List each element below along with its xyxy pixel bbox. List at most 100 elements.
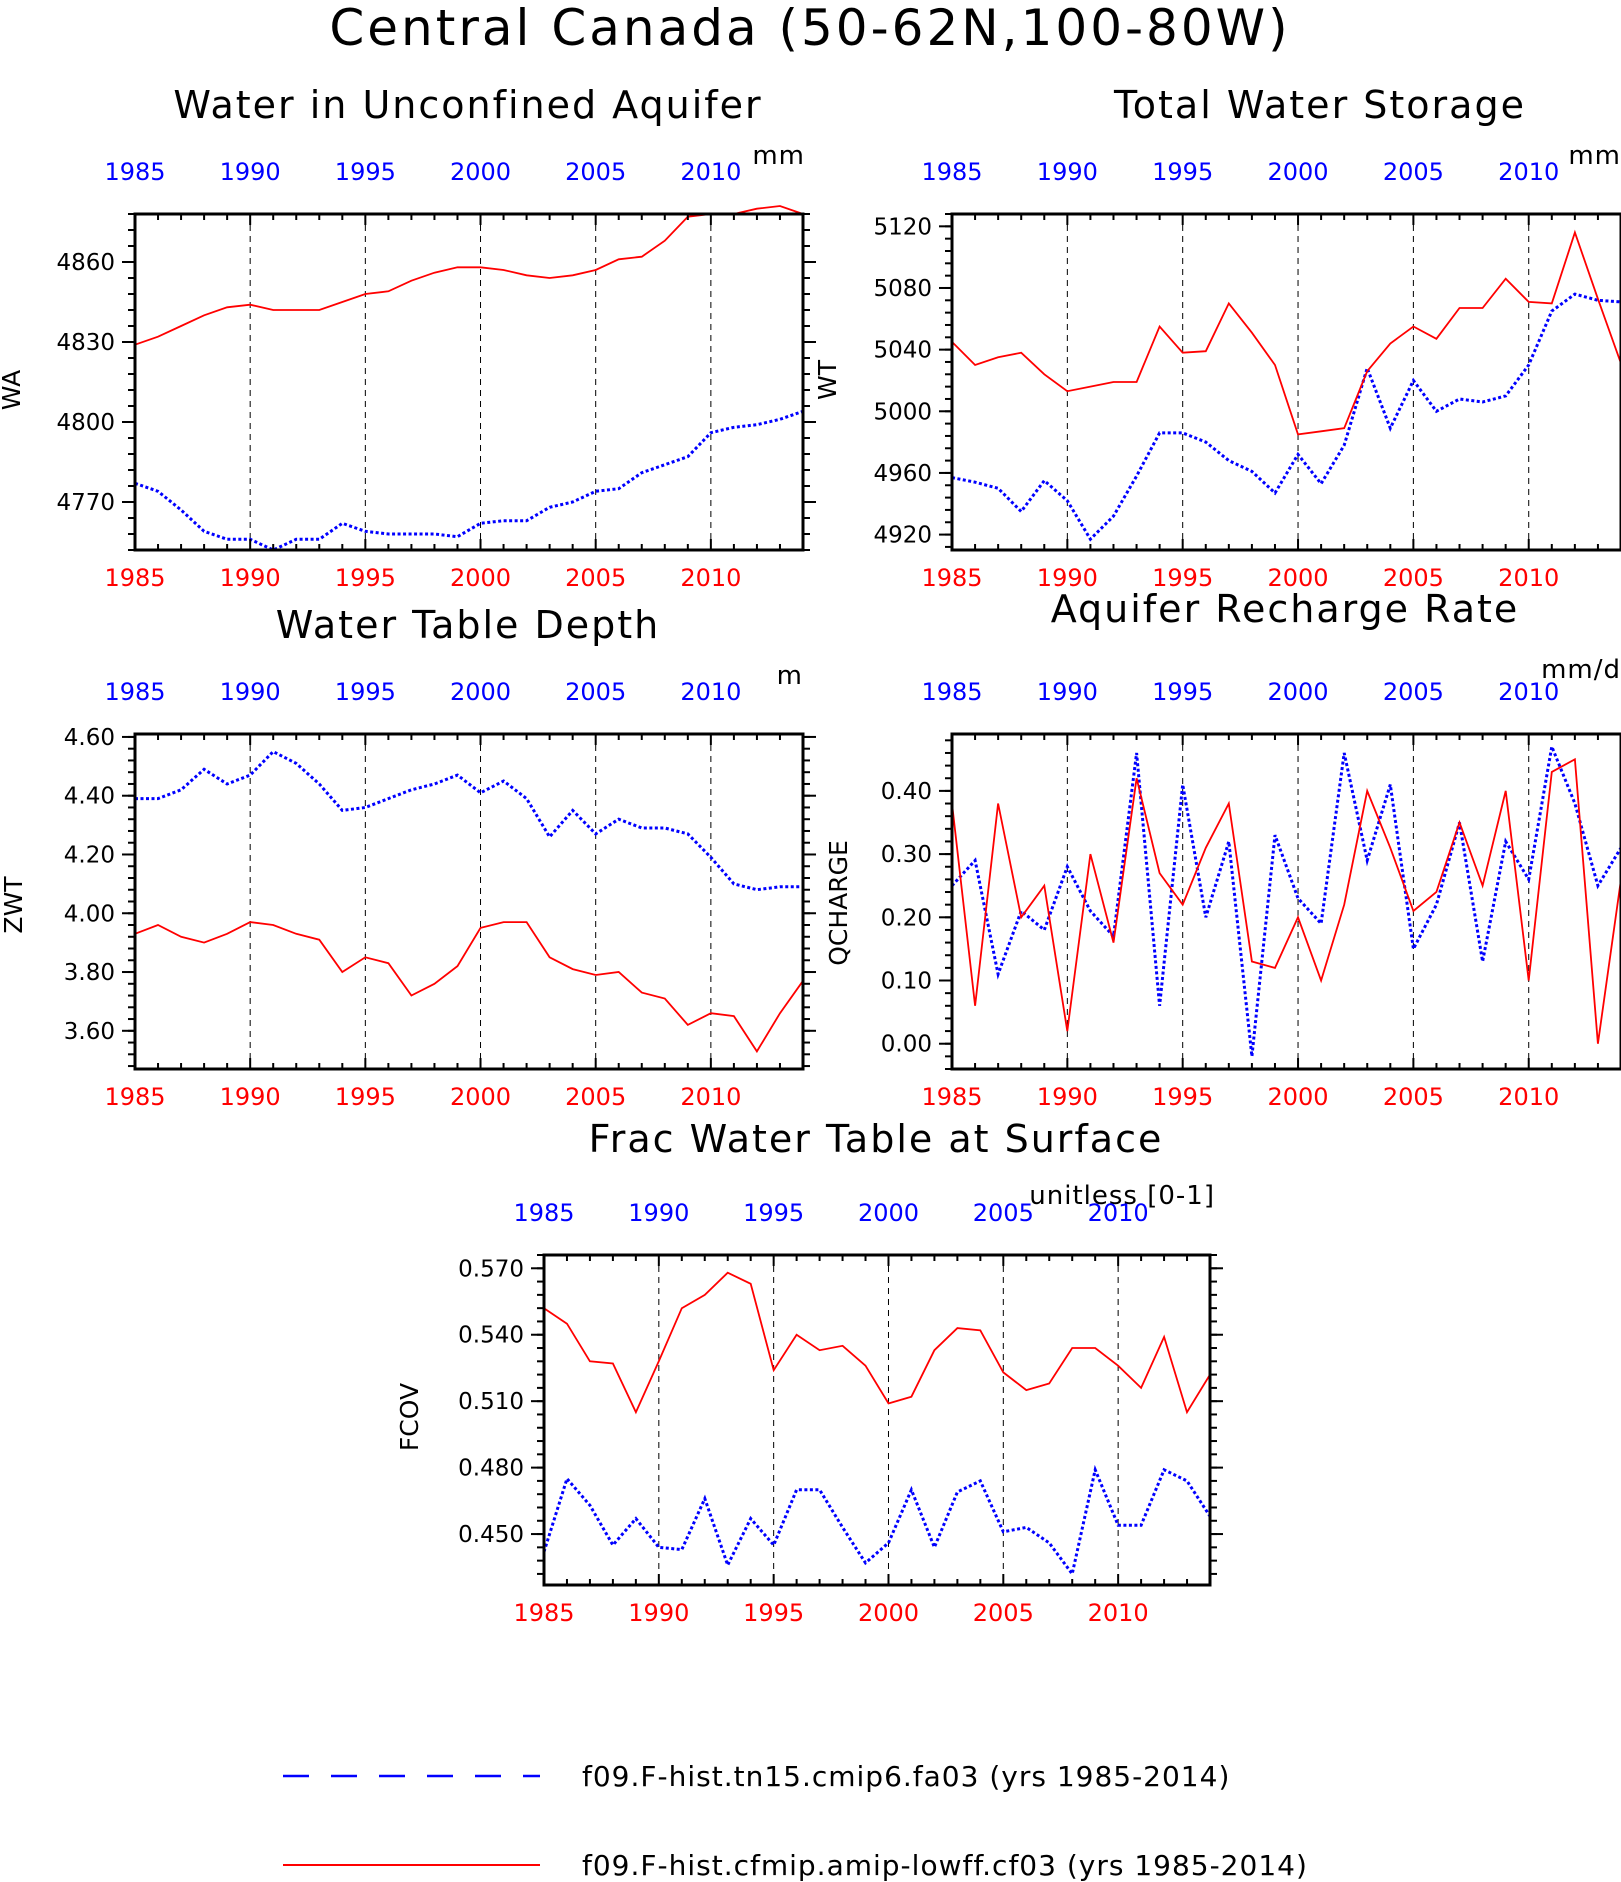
x-tick-label-top: 1990 (628, 1199, 689, 1227)
x-tick-label-bottom: 2005 (1383, 564, 1444, 592)
x-tick-label-bottom: 2005 (565, 564, 626, 592)
x-tick-label-top: 1990 (1037, 158, 1098, 186)
x-tick-label-top: 1985 (921, 678, 982, 706)
panel-title: Total Water Storage (1113, 83, 1526, 127)
x-tick-label-bottom: 1990 (628, 1599, 689, 1627)
y-tick-label: 3.80 (64, 960, 115, 986)
y-tick-label: 4770 (56, 490, 115, 516)
y-tick-label: 0.450 (458, 1522, 524, 1548)
y-tick-label: 0.10 (881, 969, 932, 995)
x-tick-label-bottom: 2005 (565, 1083, 626, 1111)
y-axis-label: ZWT (0, 876, 28, 934)
x-tick-label-bottom: 2010 (680, 1083, 741, 1111)
panel-water-table-depth: Water Table Depth m ZWT 1985 1985 1990 1990… (0, 603, 816, 1111)
x-tick-label-top: 2000 (450, 158, 511, 186)
x-tick-label-top: 2010 (680, 678, 741, 706)
x-tick-label-top: 2000 (450, 678, 511, 706)
x-tick-label-top: 1995 (335, 158, 396, 186)
units-label: mm/d (1541, 655, 1621, 685)
panel-water-in-aquifer: Water in Unconfined Aquifer mm WA 1985 19… (0, 83, 816, 592)
x-tick-label-bottom: 2010 (1498, 1083, 1559, 1111)
x-tick-label-top: 1995 (335, 678, 396, 706)
x-tick-label-bottom: 1990 (1037, 1083, 1098, 1111)
plot-frame (950, 212, 1621, 552)
y-tick-label: 0.00 (881, 1032, 932, 1058)
panel-title: Water in Unconfined Aquifer (173, 83, 762, 127)
x-tick-label-top: 1990 (220, 158, 281, 186)
x-tick-label-top: 2000 (1267, 678, 1328, 706)
x-tick-label-top: 2005 (565, 158, 626, 186)
units-label: unitless [0-1] (1029, 1181, 1215, 1211)
x-tick-label-bottom: 1995 (335, 564, 396, 592)
x-tick-label-top: 2005 (1383, 678, 1444, 706)
x-tick-label-bottom: 1985 (513, 1599, 574, 1627)
series-line-solid (951, 229, 1621, 436)
x-tick-label-top: 1995 (743, 1199, 804, 1227)
y-tick-label: 5080 (873, 276, 932, 302)
y-axis-label: WT (813, 359, 842, 400)
panel-frac-water-table: Frac Water Table at Surface unitless [0-… (395, 1117, 1223, 1627)
legend: f09.F-hist.tn15.cmip6.fa03 (yrs 1985-201… (283, 1760, 1307, 1882)
series-line-solid (543, 1271, 1211, 1415)
x-tick-label-bottom: 1990 (220, 1083, 281, 1111)
units-label: mm (752, 141, 805, 171)
x-tick-label-top: 2005 (973, 1199, 1034, 1227)
series-line-dashed (134, 409, 804, 552)
x-tick-label-bottom: 2000 (858, 1599, 919, 1627)
y-axis-label: WA (0, 370, 26, 410)
x-tick-label-bottom: 2000 (1267, 564, 1328, 592)
x-tick-label-bottom: 2010 (680, 564, 741, 592)
units-label: mm (1568, 141, 1621, 171)
x-tick-label-bottom: 2005 (973, 1599, 1034, 1627)
panel-total-water-storage: Total Water Storage mm WT 1985 1985 1990 19… (813, 83, 1621, 592)
units-label: m (777, 661, 803, 691)
x-tick-label-top: 2000 (858, 1199, 919, 1227)
x-tick-label-top: 1995 (1152, 678, 1213, 706)
y-tick-label: 4.00 (64, 901, 115, 927)
y-tick-label: 4860 (56, 250, 115, 276)
x-tick-label-bottom: 2010 (1498, 564, 1559, 592)
x-tick-label-bottom: 2010 (1088, 1599, 1149, 1627)
y-tick-label: 5120 (873, 214, 932, 240)
x-tick-label-bottom: 1985 (921, 1083, 982, 1111)
y-axis-label: QCHARGE (824, 840, 853, 966)
x-tick-label-bottom: 2000 (450, 1083, 511, 1111)
x-tick-label-top: 2005 (565, 678, 626, 706)
x-tick-label-top: 1985 (513, 1199, 574, 1227)
panel-title: Water Table Depth (276, 603, 661, 647)
y-tick-label: 4800 (56, 410, 115, 436)
y-tick-label: 0.480 (458, 1456, 524, 1482)
y-tick-label: 4960 (873, 461, 932, 487)
plot-frame (950, 732, 1621, 1071)
series-line-solid (134, 205, 804, 346)
y-tick-label: 0.570 (458, 1256, 524, 1282)
y-tick-label: 0.30 (881, 842, 932, 868)
x-tick-label-bottom: 1995 (1152, 564, 1213, 592)
y-tick-label: 0.540 (458, 1323, 524, 1349)
x-tick-label-top: 2005 (1383, 158, 1444, 186)
x-tick-label-bottom: 1995 (1152, 1083, 1213, 1111)
x-tick-label-bottom: 1995 (335, 1083, 396, 1111)
x-tick-label-top: 2010 (1088, 1199, 1149, 1227)
y-tick-label: 4830 (56, 330, 115, 356)
y-axis-label: FCOV (395, 1383, 424, 1451)
panel-title: Frac Water Table at Surface (589, 1117, 1164, 1161)
series-line-solid (134, 921, 804, 1054)
panel-aquifer-recharge-rate: Aquifer Recharge Rate mm/d QCHARGE 1985 1… (824, 587, 1621, 1111)
x-tick-label-bottom: 2005 (1383, 1083, 1444, 1111)
x-tick-label-top: 1990 (220, 678, 281, 706)
x-tick-label-bottom: 1985 (104, 1083, 165, 1111)
y-tick-label: 0.510 (458, 1389, 524, 1415)
series-line-dashed (951, 292, 1621, 542)
series-line-solid (951, 757, 1621, 1044)
x-tick-label-top: 1985 (104, 158, 165, 186)
y-tick-label: 5000 (873, 399, 932, 425)
plot-frame (133, 212, 805, 552)
x-tick-label-bottom: 2000 (450, 564, 511, 592)
x-tick-label-top: 2010 (680, 158, 741, 186)
x-tick-label-top: 1985 (104, 678, 165, 706)
y-tick-label: 4.40 (64, 784, 115, 810)
y-tick-label: 3.60 (64, 1019, 115, 1045)
x-tick-label-top: 2000 (1267, 158, 1328, 186)
y-tick-label: 4920 (873, 523, 932, 549)
